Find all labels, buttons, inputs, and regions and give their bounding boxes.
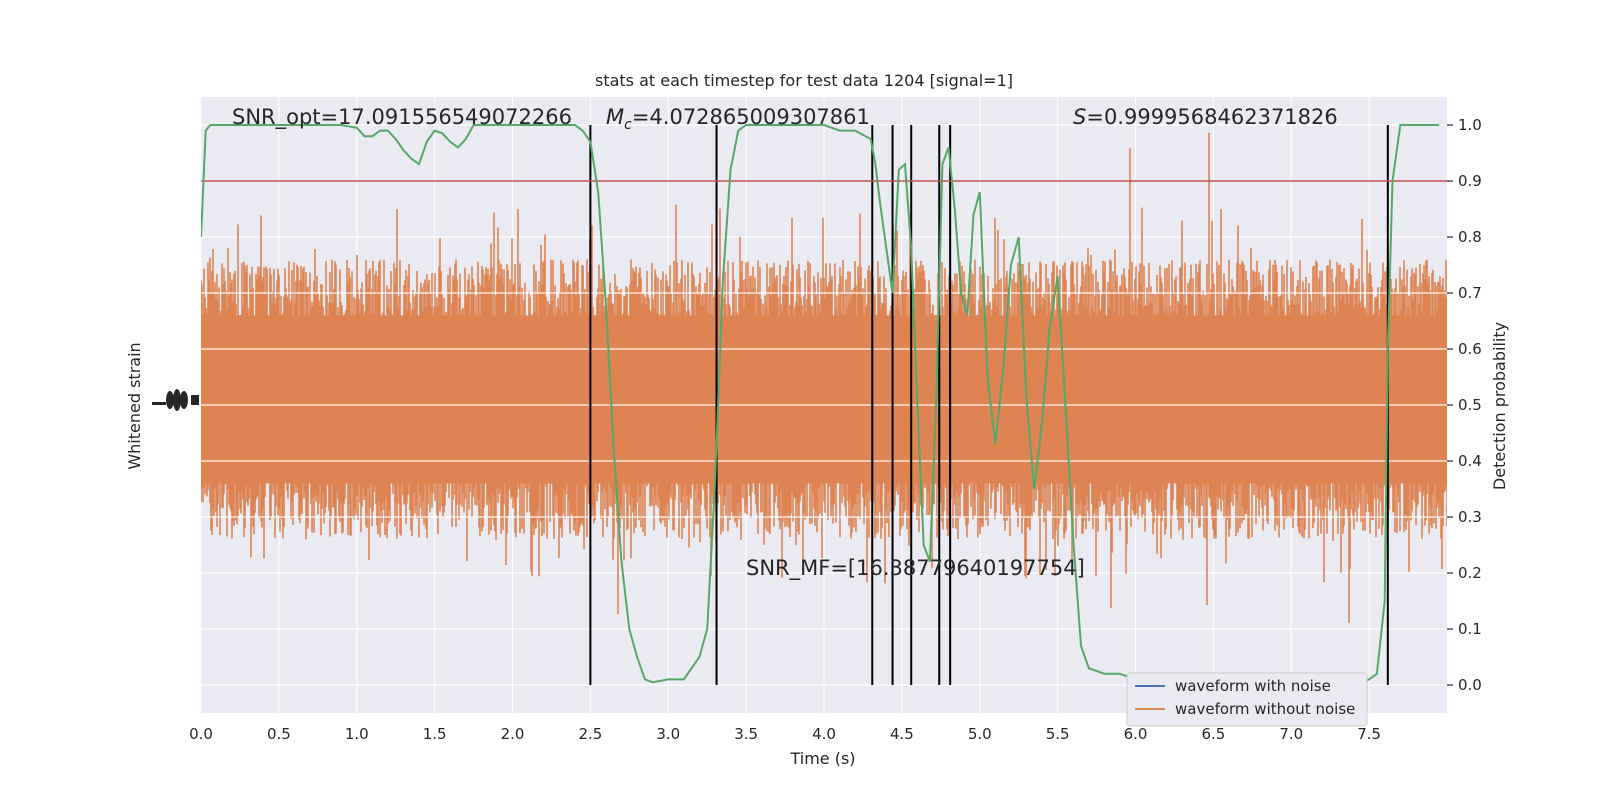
x-tick-label: 4.5 bbox=[890, 725, 914, 743]
y-tick-label: 0.3 bbox=[1458, 508, 1482, 526]
annotation-mc-sub: c bbox=[624, 117, 632, 133]
y-tick-label: 0.7 bbox=[1458, 284, 1482, 302]
y-tick-label: 0.5 bbox=[1458, 396, 1482, 414]
annotation-snr-mf: SNR_MF=[16.38779640197754] bbox=[746, 556, 1085, 581]
legend-box bbox=[1126, 672, 1368, 727]
chart-title: stats at each timestep for test data 120… bbox=[595, 71, 1013, 90]
x-tick-label: 5.5 bbox=[1046, 725, 1070, 743]
left-axis-ticks bbox=[152, 389, 199, 411]
x-tick-label: 3.0 bbox=[656, 725, 680, 743]
y-tick-label: 0.1 bbox=[1458, 620, 1482, 638]
annotation-s-symbol: S bbox=[1073, 105, 1086, 129]
noise-core bbox=[201, 315, 1447, 484]
y-tick-label: 0.6 bbox=[1458, 340, 1482, 358]
annotation-s: S=0.9999568462371826 bbox=[1073, 105, 1338, 129]
left-axis-label: Whitened strain bbox=[125, 342, 144, 469]
y-tick-label: 0.4 bbox=[1458, 452, 1482, 470]
plot-clip bbox=[201, 124, 1447, 686]
x-tick-label: 3.5 bbox=[734, 725, 758, 743]
x-tick-label: 5.0 bbox=[968, 725, 992, 743]
right-axis-label: Detection probability bbox=[1490, 322, 1509, 490]
annotation-mc: Mc=4.072865009307861 bbox=[606, 105, 870, 133]
y-tick-label: 0.8 bbox=[1458, 228, 1482, 246]
annotation-mc-symbol: M bbox=[606, 105, 624, 129]
x-tick-label: 2.5 bbox=[578, 725, 602, 743]
x-tick-label: 6.0 bbox=[1124, 725, 1148, 743]
right-axis-ticks: 0.0 0.1 0.2 0.3 0.4 0.5 0.6 0.7 0.8 0.9 1.0 bbox=[1447, 116, 1482, 694]
x-axis-ticks: 0.0 0.5 1.0 1.5 2.0 2.5 3.0 3.5 4.0 4.5 5.0 5.5 6.0 6… bbox=[189, 725, 1381, 743]
x-axis-label: Time (s) bbox=[789, 749, 855, 768]
y-tick-label: 0.2 bbox=[1458, 564, 1482, 582]
vertical-markers bbox=[589, 125, 1389, 685]
x-tick-label: 6.5 bbox=[1201, 725, 1225, 743]
series-detection-probability bbox=[201, 124, 1440, 686]
x-tick-label: 4.0 bbox=[812, 725, 836, 743]
y-tick-label: 0.9 bbox=[1458, 172, 1482, 190]
y-tick-label: 0.0 bbox=[1458, 676, 1482, 694]
legend-label-waveform-with-noise: waveform with noise bbox=[1175, 677, 1331, 695]
annotation-snr-opt: SNR_opt=17.091556549072266 bbox=[232, 105, 572, 130]
x-tick-label: 0.5 bbox=[267, 725, 291, 743]
annotation-mc-value: =4.072865009307861 bbox=[632, 105, 870, 129]
annotation-s-value: =0.9999568462371826 bbox=[1086, 105, 1337, 129]
x-tick-label: 7.5 bbox=[1357, 725, 1381, 743]
series-waveform-without-noise bbox=[201, 132, 1447, 623]
x-tick-label: 1.5 bbox=[423, 725, 447, 743]
legend-label-waveform-without-noise: waveform without noise bbox=[1175, 700, 1355, 718]
x-tick-label: 1.0 bbox=[345, 725, 369, 743]
legend: waveform with noise waveform without noi… bbox=[1126, 672, 1368, 727]
y-tick-label: 1.0 bbox=[1458, 116, 1482, 134]
x-tick-label: 2.0 bbox=[501, 725, 525, 743]
x-tick-label: 0.0 bbox=[189, 725, 213, 743]
x-tick-label: 7.0 bbox=[1279, 725, 1303, 743]
